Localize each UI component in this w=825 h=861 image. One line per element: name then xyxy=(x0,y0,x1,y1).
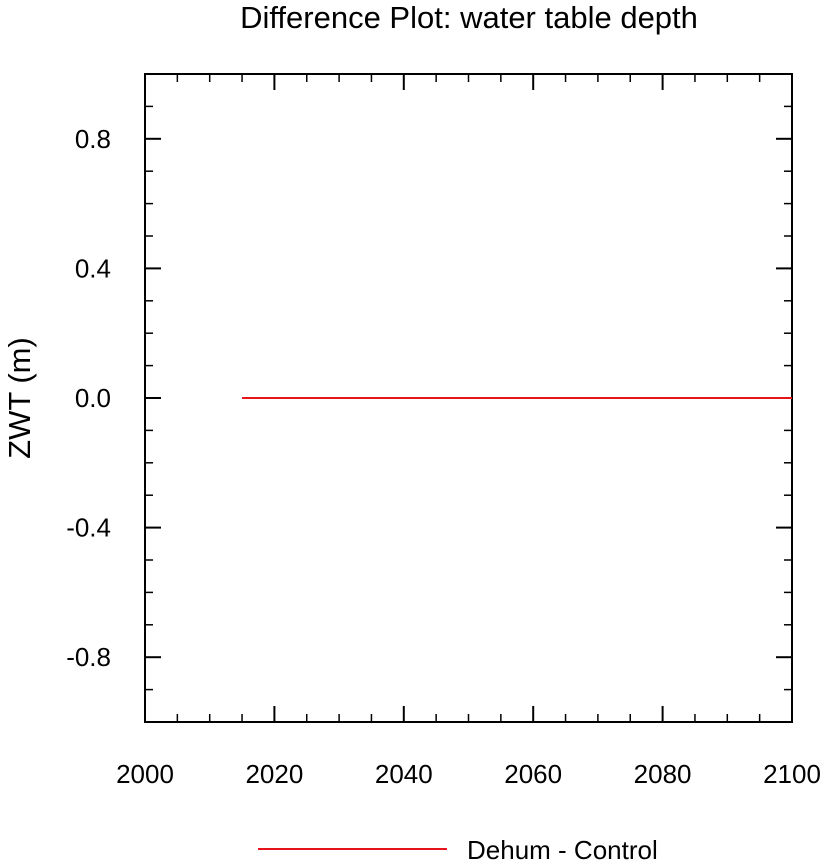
y-tick-label: 0.4 xyxy=(75,253,111,283)
x-tick-label: 2100 xyxy=(763,759,821,789)
y-axis-label: ZWT (m) xyxy=(2,337,37,459)
x-tick-label: 2020 xyxy=(245,759,303,789)
x-tick-label: 2000 xyxy=(116,759,174,789)
y-tick-label: -0.4 xyxy=(66,513,111,543)
x-tick-label: 2040 xyxy=(375,759,433,789)
x-tick-label: 2060 xyxy=(504,759,562,789)
y-tick-label: 0.0 xyxy=(75,383,111,413)
y-tick-label: 0.8 xyxy=(75,124,111,154)
y-tick-label: -0.8 xyxy=(66,642,111,672)
x-tick-label: 2080 xyxy=(634,759,692,789)
legend: Dehum - Control xyxy=(258,835,658,861)
chart-title: Difference Plot: water table depth xyxy=(240,0,698,35)
axes: 2000 2020 2040 2060 2080 2100 -0.8 -0.4 0.0 0.4 0.… xyxy=(66,73,821,789)
legend-label-dehum-control: Dehum - Control xyxy=(467,835,658,861)
